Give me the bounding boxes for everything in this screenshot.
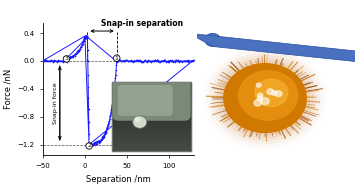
Circle shape (205, 33, 221, 46)
Polygon shape (189, 33, 359, 62)
Circle shape (257, 96, 262, 100)
Circle shape (261, 98, 269, 105)
X-axis label: Separation /nm: Separation /nm (86, 175, 151, 184)
Text: Snap-in force: Snap-in force (53, 82, 58, 124)
Circle shape (275, 91, 282, 97)
Circle shape (267, 89, 274, 94)
Circle shape (220, 61, 309, 135)
Y-axis label: Force /nN: Force /nN (3, 69, 12, 109)
Text: 3: 3 (65, 56, 69, 61)
Text: 1: 1 (115, 56, 119, 61)
Circle shape (224, 64, 306, 132)
Circle shape (256, 83, 261, 87)
Circle shape (271, 91, 277, 95)
Text: Snap-in separation: Snap-in separation (101, 19, 183, 28)
Circle shape (254, 100, 261, 106)
Circle shape (255, 79, 288, 107)
Text: 2: 2 (87, 143, 91, 148)
Circle shape (257, 93, 263, 98)
Circle shape (214, 55, 316, 141)
Circle shape (238, 71, 298, 120)
Circle shape (217, 58, 313, 138)
